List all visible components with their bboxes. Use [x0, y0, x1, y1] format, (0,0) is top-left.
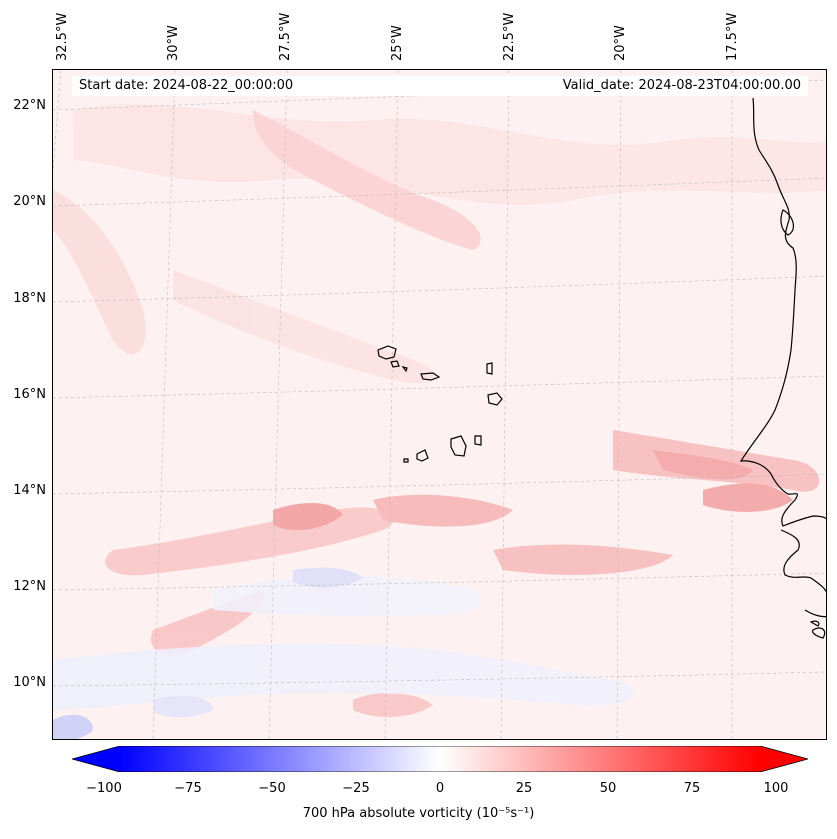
colorbar-tick-label: 100 [763, 781, 789, 796]
valid-date-label: Valid_date: 2024-08-23T04:00:00.00 [562, 78, 801, 93]
map-gridlines [53, 70, 826, 739]
lat-label-12n: 12°N [13, 579, 46, 594]
lat-label-14n: 14°N [13, 483, 46, 498]
lat-label-20n: 20°N [13, 194, 46, 209]
colorbar-tick-label: 0 [435, 781, 445, 796]
african-coastline [739, 97, 826, 639]
colorbar-tick-label: −100 [86, 781, 122, 796]
vorticity-field [53, 70, 826, 739]
colorbar-tick-label: 75 [683, 781, 701, 796]
lat-label-16n: 16°N [13, 387, 46, 402]
colorbar-tick-label: 50 [599, 781, 617, 796]
colorbar-tick-label: −75 [174, 781, 202, 796]
positive-vorticity-areas [53, 104, 826, 717]
lat-label-10n: 10°N [13, 675, 46, 690]
cape-verde-islands [377, 345, 503, 463]
colorbar-high-extend [760, 746, 808, 772]
date-strip: Start date: 2024-08-22_00:00:00 Valid_da… [72, 76, 808, 96]
colorbar-tick-label: −25 [342, 781, 370, 796]
vorticity-map[interactable] [52, 69, 827, 740]
lon-label-27-5w: 27.5°W [278, 12, 293, 61]
lat-label-18n: 18°N [13, 291, 46, 306]
colorbar-gradient [120, 746, 760, 772]
lat-label-22n: 22°N [13, 98, 46, 113]
lon-label-32-5w: 32.5°W [55, 12, 70, 61]
lon-label-30w: 30°W [166, 25, 181, 61]
lon-label-22-5w: 22.5°W [502, 12, 517, 61]
colorbar [72, 746, 808, 772]
colorbar-low-extend [72, 746, 120, 772]
lon-label-25w: 25°W [390, 25, 405, 61]
lon-label-17-5w: 17.5°W [725, 12, 740, 61]
colorbar-title: 700 hPa absolute vorticity (10⁻⁵s⁻¹) [302, 806, 535, 821]
negative-vorticity-areas [53, 567, 634, 739]
start-date-label: Start date: 2024-08-22_00:00:00 [79, 78, 294, 93]
lon-label-20w: 20°W [613, 25, 628, 61]
colorbar-tick-label: −50 [258, 781, 286, 796]
colorbar-tick-label: 25 [515, 781, 533, 796]
